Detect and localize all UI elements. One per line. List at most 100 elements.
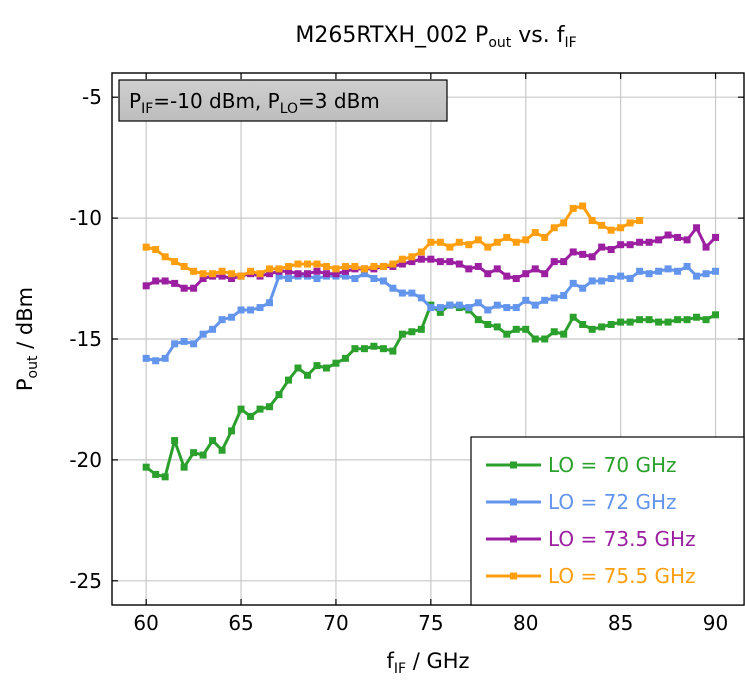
data-point — [389, 284, 397, 292]
data-point — [142, 243, 150, 251]
data-point — [256, 270, 264, 278]
data-point — [161, 277, 169, 285]
data-point — [693, 224, 701, 232]
data-point — [161, 354, 169, 362]
data-point — [702, 243, 710, 251]
data-point — [161, 253, 169, 261]
data-point — [256, 405, 264, 413]
data-point — [199, 275, 207, 283]
data-point — [579, 250, 587, 258]
data-point — [588, 253, 596, 261]
data-point — [550, 294, 558, 302]
data-point — [285, 267, 293, 275]
data-point — [228, 427, 236, 435]
data-point — [674, 233, 682, 241]
x-axis-label: fIF / GHz — [386, 649, 469, 677]
data-point — [531, 229, 539, 237]
data-point — [332, 265, 340, 273]
data-point — [550, 258, 558, 266]
data-point — [237, 272, 245, 280]
x-tick-label: 80 — [513, 611, 538, 635]
data-point — [341, 267, 349, 275]
data-point — [218, 446, 226, 454]
data-point — [493, 323, 501, 331]
data-point — [664, 318, 672, 326]
data-point — [332, 359, 340, 367]
data-point — [228, 270, 236, 278]
data-point — [588, 325, 596, 333]
data-point — [636, 238, 644, 246]
data-point — [636, 316, 644, 324]
data-point — [436, 258, 444, 266]
data-point — [655, 318, 663, 326]
data-point — [351, 275, 359, 283]
data-point — [607, 226, 615, 234]
data-point — [712, 267, 720, 275]
data-point — [626, 219, 634, 227]
data-point — [360, 265, 368, 273]
data-point — [636, 267, 644, 275]
data-point — [180, 463, 188, 471]
data-point — [645, 316, 653, 324]
data-point — [560, 258, 568, 266]
data-point — [142, 463, 150, 471]
data-point — [190, 340, 198, 348]
data-point — [569, 204, 577, 212]
data-point — [503, 330, 511, 338]
data-point — [266, 265, 274, 273]
data-point — [266, 403, 274, 411]
data-point — [313, 260, 321, 268]
data-point — [417, 325, 425, 333]
x-tick-label: 75 — [418, 611, 443, 635]
data-point — [636, 217, 644, 225]
data-point — [712, 311, 720, 319]
data-point — [360, 345, 368, 353]
data-point — [171, 437, 179, 445]
data-point — [598, 243, 606, 251]
legend: LO = 70 GHz LO = 72 GHz LO = 73.5 GHz LO = … — [470, 436, 745, 606]
data-point — [360, 270, 368, 278]
legend-marker — [510, 498, 517, 506]
data-point — [484, 320, 492, 328]
data-point — [683, 236, 691, 244]
data-point — [503, 272, 511, 280]
data-point — [512, 238, 520, 246]
data-point — [351, 262, 359, 270]
data-point — [237, 405, 245, 413]
data-point — [522, 236, 530, 244]
data-point — [683, 316, 691, 324]
data-point — [598, 323, 606, 331]
data-point — [579, 284, 587, 292]
data-point — [303, 371, 311, 379]
data-point — [474, 316, 482, 324]
data-point — [417, 248, 425, 256]
annotation-text: PIF=-10 dBm, PLO=3 dBm — [129, 89, 380, 117]
data-point — [493, 265, 501, 273]
data-point — [664, 265, 672, 273]
data-point — [408, 258, 416, 266]
data-point — [303, 260, 311, 268]
data-point — [247, 412, 255, 420]
data-point — [702, 270, 710, 278]
data-point — [512, 304, 520, 312]
data-point — [408, 253, 416, 261]
data-point — [436, 304, 444, 312]
data-point — [398, 260, 406, 268]
data-point — [180, 284, 188, 292]
data-point — [285, 262, 293, 270]
data-point — [303, 270, 311, 278]
data-point — [209, 437, 217, 445]
data-point — [446, 258, 454, 266]
data-point — [322, 262, 330, 270]
legend-marker — [510, 461, 517, 469]
data-point — [465, 241, 473, 249]
data-point — [674, 316, 682, 324]
data-point — [341, 272, 349, 280]
data-point — [322, 364, 330, 372]
data-point — [398, 289, 406, 297]
data-point — [237, 306, 245, 314]
y-tick-label: -20 — [69, 448, 102, 472]
data-point — [180, 262, 188, 270]
data-point — [455, 260, 463, 268]
data-point — [180, 337, 188, 345]
